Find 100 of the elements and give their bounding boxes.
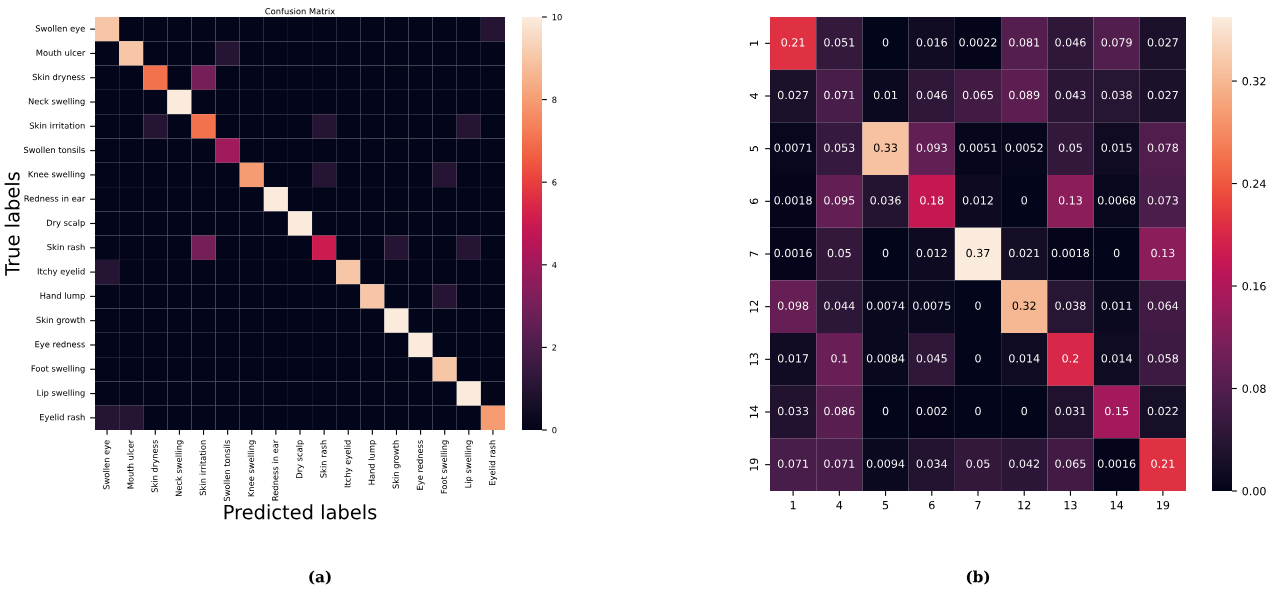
data-label: 0.15 xyxy=(1105,406,1129,416)
x-tick-label: 7 xyxy=(975,501,981,510)
data-label: 0.045 xyxy=(916,354,947,363)
data-label: 0.042 xyxy=(1009,459,1040,468)
color-bar-label: 10 xyxy=(552,13,562,21)
y-tick-label: 12 xyxy=(749,300,758,313)
y-tick-label: Lip swelling xyxy=(37,389,85,398)
y-tick-label: Skin irritation xyxy=(29,122,85,129)
data-label: 0.37 xyxy=(966,248,990,258)
data-label: 0.33 xyxy=(873,143,898,152)
x-tick-label: 12 xyxy=(1018,500,1031,510)
data-label: 0.053 xyxy=(824,143,855,152)
data-label: 0.064 xyxy=(1147,301,1179,310)
data-label: 0.0022 xyxy=(959,38,997,47)
y-tick-label: 6 xyxy=(749,198,759,205)
text: (a) xyxy=(309,570,331,585)
data-label: 0.05 xyxy=(966,459,990,468)
data-label: 0 xyxy=(975,301,981,310)
y-tick-label: Eyelid rash xyxy=(40,413,85,422)
data-label: 0.0018 xyxy=(1051,248,1090,258)
color-bar-label: 2 xyxy=(552,344,557,351)
data-label: 0.016 xyxy=(916,38,947,47)
color-bar-label: 4 xyxy=(552,261,557,268)
data-label: 0 xyxy=(882,38,889,47)
data-label: 0.0084 xyxy=(866,354,905,363)
x-tick-label: Skin growth xyxy=(392,440,401,489)
data-label: 0 xyxy=(975,406,981,416)
data-label: 0.033 xyxy=(777,406,809,416)
y-tick-label: 4 xyxy=(749,93,758,99)
y-tick-label: Itchy eyelid xyxy=(37,268,85,277)
data-label: 0.071 xyxy=(777,459,808,468)
data-label: 0.0075 xyxy=(913,301,951,310)
data-label: 0.0071 xyxy=(774,143,812,152)
color-bar-label: 0.16 xyxy=(1242,282,1266,291)
x-tick-label: 6 xyxy=(929,500,935,510)
color-bar-label: 0.24 xyxy=(1242,179,1266,188)
data-label: 0.034 xyxy=(916,459,948,468)
x-tick-label: Itchy eyelid xyxy=(344,440,353,488)
chart-title: Confusion Matrix xyxy=(265,7,335,15)
data-label: 0.0094 xyxy=(866,459,905,468)
y-tick-label: Swollen eye xyxy=(35,25,85,34)
data-label: 0.027 xyxy=(1147,38,1178,47)
data-label: 0.014 xyxy=(1009,354,1040,363)
y-tick-label: Mouth ulcer xyxy=(36,49,86,56)
x-axis-title: Predicted labels xyxy=(224,504,377,520)
data-label: 0 xyxy=(1113,248,1120,258)
x-tick-label: Eyelid rash xyxy=(488,440,497,485)
data-label: 0.0068 xyxy=(1097,196,1136,205)
data-label: 0.0016 xyxy=(774,248,812,258)
data-label: 0.32 xyxy=(1012,301,1036,310)
x-tick-label: Skin rash xyxy=(320,440,327,478)
data-label: 0.0016 xyxy=(1097,459,1136,468)
y-axis-title: True labels xyxy=(4,172,20,276)
x-tick-label: Lip swelling xyxy=(464,440,473,488)
x-tick-label: Foot swelling xyxy=(440,440,449,494)
data-label: 0.1 xyxy=(831,354,848,363)
x-tick-label: 13 xyxy=(1064,500,1077,510)
data-label: 0.046 xyxy=(916,90,947,100)
data-label: 0.012 xyxy=(916,248,947,258)
y-tick-label: Skin growth xyxy=(36,316,85,325)
data-label: 0.038 xyxy=(1055,301,1086,310)
x-tick-label: 1 xyxy=(790,501,796,510)
x-tick-label: Swollen tonsils xyxy=(223,440,231,502)
data-label: 0.058 xyxy=(1147,354,1179,363)
data-label: 0.0051 xyxy=(959,143,997,152)
y-tick-label: Neck swelling xyxy=(28,98,85,107)
y-tick-label: 7 xyxy=(749,251,758,257)
text: (b) xyxy=(966,570,990,585)
data-label: 0.065 xyxy=(962,90,993,100)
y-tick-label: Knee swelling xyxy=(28,170,85,179)
y-tick-label: Redness in ear xyxy=(24,195,86,202)
data-label: 0.071 xyxy=(824,459,855,468)
y-tick-label: Skin rash xyxy=(47,243,85,251)
y-tick-label: 14 xyxy=(749,405,758,418)
color-bar-label: 6 xyxy=(552,179,557,186)
data-label: 0.0018 xyxy=(774,196,812,205)
data-label: 0.017 xyxy=(777,354,809,363)
x-tick-label: Dry scalp xyxy=(295,440,305,478)
data-label: 0 xyxy=(882,406,889,416)
color-bar-label: 0.00 xyxy=(1242,486,1266,496)
color-bar-label: 8 xyxy=(552,96,557,103)
data-label: 0.078 xyxy=(1147,143,1179,152)
data-label: 0.031 xyxy=(1055,406,1086,416)
data-label: 0.081 xyxy=(1009,38,1040,47)
data-label: 0.022 xyxy=(1147,406,1178,416)
data-label: 0.079 xyxy=(1101,38,1132,47)
data-label: 0.21 xyxy=(1151,459,1175,468)
data-label: 0.073 xyxy=(1147,196,1178,205)
y-tick-label: Foot swelling xyxy=(31,365,85,374)
x-tick-label: Knee swelling xyxy=(247,440,256,497)
data-label: 0.05 xyxy=(827,248,851,258)
x-tick-label: 19 xyxy=(1157,500,1170,510)
x-tick-label: Skin dryness xyxy=(151,440,160,493)
data-label: 0.071 xyxy=(824,90,855,100)
data-label: 0.13 xyxy=(1151,248,1175,258)
data-label: 0 xyxy=(1021,406,1028,416)
data-label: 0.2 xyxy=(1062,354,1079,363)
data-label: 0 xyxy=(1021,196,1028,205)
data-label: 0.002 xyxy=(916,406,947,416)
data-label: 0.021 xyxy=(1009,248,1040,258)
